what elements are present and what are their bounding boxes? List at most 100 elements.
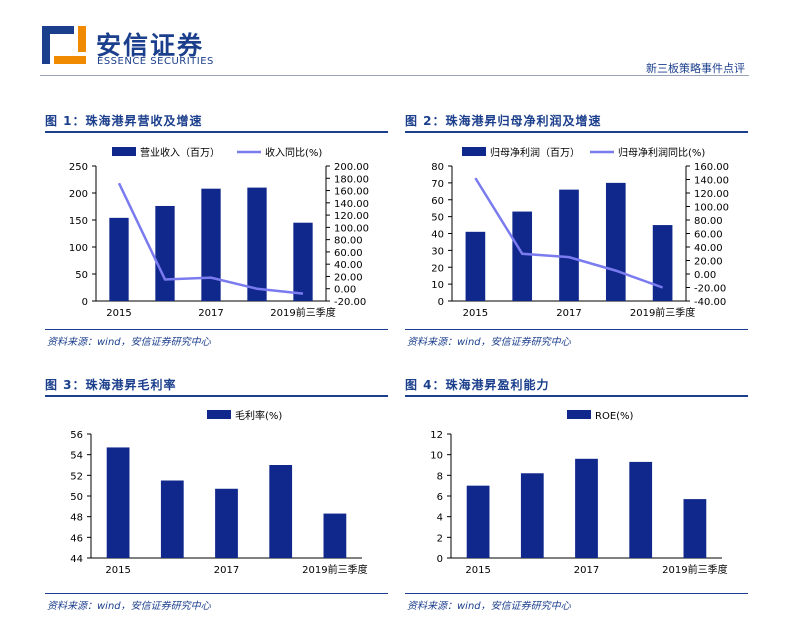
- chart-2-x-tick-label: 2019前三季度: [630, 306, 695, 319]
- figure-3-source: 资料来源：wind，安信证券研究中心: [47, 601, 211, 612]
- figure-1-title: 图 1：珠海港昇营收及增速: [45, 114, 203, 128]
- chart-1-line-series: [117, 182, 304, 295]
- chart-2-right-tick-label: 0.00: [694, 270, 716, 281]
- chart-3-bar: [269, 465, 293, 558]
- chart-3-left-tick-label: 50: [70, 492, 83, 503]
- figure-2-source: 资料来源：wind，安信证券研究中心: [407, 337, 571, 348]
- chart-3-bar: [160, 480, 184, 558]
- chart-3-left-tick-label: 52: [70, 471, 83, 482]
- chart-4-left-tick-label: 10: [430, 451, 443, 462]
- chart-3-legend-label: 毛利率(%): [235, 409, 282, 422]
- chart-1-left-tick-label: 200: [69, 189, 88, 200]
- chart-1-right-tick-label: 20.00: [334, 272, 363, 283]
- chart-1-legend-swatch-bar: [112, 147, 136, 156]
- chart-3-bar: [106, 447, 130, 558]
- chart-1-bar: [109, 217, 129, 301]
- figure-2-title: 图 2：珠海港昇归母净利润及增速: [405, 114, 602, 128]
- chart-2-left-tick-label: 70: [431, 179, 444, 190]
- chart-3-left-tick-label: 44: [70, 554, 83, 565]
- chart-1-right-tick-label: 40.00: [334, 260, 363, 271]
- chart-2-bar: [512, 211, 533, 301]
- chart-4-x-tick-label: 2015: [465, 565, 490, 576]
- chart-4-left-tick-label: 12: [430, 430, 443, 441]
- figure-3-source-rule: [45, 593, 388, 594]
- chart-2-bar: [559, 189, 579, 301]
- chart-2-left-tick-label: 20: [431, 263, 444, 274]
- header-divider: [40, 75, 749, 76]
- chart-1-right-tick-label: 100.00: [334, 223, 369, 234]
- chart-4-left-tick-label: 0: [437, 554, 443, 565]
- chart-1-bar: [293, 222, 313, 301]
- chart-2-left-tick-label: 40: [431, 230, 444, 241]
- chart-2-left-tick-label: 10: [431, 280, 444, 291]
- chart-2-right-tick-label: -40.00: [694, 297, 726, 308]
- chart-3-bar: [215, 488, 238, 558]
- chart-1-x-tick-label: 2017: [198, 308, 223, 319]
- chart-2-right-tick-label: 40.00: [694, 243, 723, 254]
- chart-2-bar: [465, 231, 486, 301]
- chart-1-left-tick-label: 50: [75, 270, 88, 281]
- chart-1-right-tick-label: 180.00: [334, 174, 369, 185]
- chart-2-right-tick-label: 100.00: [694, 203, 729, 214]
- chart-2-left-tick-label: 50: [431, 213, 444, 224]
- chart-1-right-tick-label: 140.00: [334, 199, 369, 210]
- chart-1-x-tick-label: 2019前三季度: [270, 306, 335, 319]
- chart-1-legend-label: 营业收入（百万）: [140, 146, 220, 159]
- chart-2-left-tick-label: 30: [431, 246, 444, 257]
- chart-4-left-tick-label: 2: [437, 533, 443, 544]
- figure-4-title: 图 4：珠海港昇盈利能力: [405, 378, 550, 392]
- chart-2-left-tick-label: 80: [431, 162, 444, 173]
- chart-1-right-tick-label: 120.00: [334, 211, 369, 222]
- chart-2-right-tick-label: 80.00: [694, 216, 723, 227]
- figure-2-title-rule: [405, 131, 748, 133]
- brand-name-en: ESSENCE SECURITIES: [97, 56, 214, 67]
- figure-3-title-rule: [45, 395, 388, 397]
- figure-2-source-rule: [405, 329, 748, 330]
- chart-1-left-tick-label: 0: [82, 297, 88, 308]
- chart-2-right-tick-label: 160.00: [694, 162, 729, 173]
- figure-4-source-rule: [405, 593, 748, 594]
- figure-1-source-rule: [45, 329, 388, 330]
- chart-3-left-tick-label: 46: [70, 533, 83, 544]
- chart-2-x-tick-label: 2015: [463, 308, 488, 319]
- chart-3-x-tick-label: 2015: [105, 565, 130, 576]
- chart-2-legend-label: 归母净利润同比(%): [618, 146, 705, 159]
- chart-4-left-tick-label: 8: [437, 471, 443, 482]
- chart-2-bar: [605, 182, 626, 301]
- chart-1-legend-label: 收入同比(%): [265, 146, 322, 159]
- chart-3-bar: [323, 513, 347, 558]
- chart-4-bar: [683, 499, 707, 558]
- chart-2-right-tick-label: -20.00: [694, 284, 726, 295]
- chart-4-bar: [466, 485, 490, 558]
- brand-name-cn: 安信证券: [96, 31, 205, 60]
- chart-3-left-tick-label: 48: [70, 513, 83, 524]
- figure-4-title-rule: [405, 395, 748, 397]
- chart-2-left-tick-label: 0: [438, 297, 444, 308]
- chart-3-legend-swatch-bar: [207, 410, 231, 419]
- chart-1-bar: [247, 187, 267, 301]
- chart-2-right-tick-label: 20.00: [694, 257, 723, 268]
- report-type: 新三板策略事件点评: [646, 62, 745, 75]
- chart-3-left-tick-label: 56: [70, 430, 83, 441]
- chart-2-legend-label: 归母净利润（百万）: [490, 146, 580, 159]
- chart-1-right-tick-label: -20.00: [334, 297, 366, 308]
- chart-1-right-tick-label: 160.00: [334, 187, 369, 198]
- chart-2-line-series: [474, 177, 664, 289]
- chart-1-right-tick-label: 0.00: [334, 285, 356, 296]
- chart-1-right-tick-label: 60.00: [334, 248, 363, 259]
- chart-1-right-tick-label: 200.00: [334, 162, 369, 173]
- figure-1-title-rule: [45, 131, 388, 133]
- chart-2-x-tick-label: 2017: [556, 308, 581, 319]
- chart-2-bar: [652, 225, 673, 301]
- chart-1-bar: [155, 205, 175, 301]
- chart-3-x-tick-label: 2017: [214, 565, 239, 576]
- chart-2-right-tick-label: 140.00: [694, 176, 729, 187]
- chart-4-bar: [575, 458, 598, 558]
- chart-2-right-tick-label: 120.00: [694, 189, 729, 200]
- chart-4-left-tick-label: 6: [437, 492, 443, 503]
- chart-1-right-tick-label: 80.00: [334, 236, 363, 247]
- figure-3-title: 图 3：珠海港昇毛利率: [45, 378, 177, 392]
- chart-1-x-tick-label: 2015: [106, 308, 131, 319]
- chart-4-legend-label: ROE(%): [595, 411, 634, 422]
